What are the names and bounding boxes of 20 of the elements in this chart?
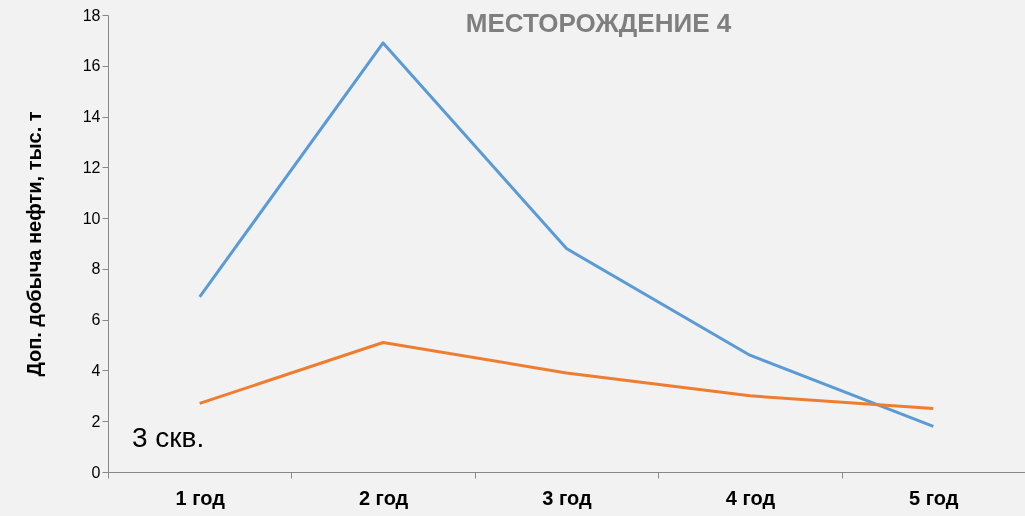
line-series bbox=[198, 341, 935, 411]
y-tick-label: 18 bbox=[82, 6, 101, 24]
x-tick-label: 2 год bbox=[358, 486, 409, 509]
x-tick-label: 4 год bbox=[725, 486, 776, 509]
y-tick-label: 8 bbox=[91, 260, 101, 278]
y-tick-label: 0 bbox=[91, 463, 101, 481]
y-tick-label: 12 bbox=[82, 158, 101, 176]
annotation: 3 скв. bbox=[132, 422, 205, 453]
y-tick-label: 14 bbox=[82, 108, 101, 126]
y-tick-label: 6 bbox=[91, 311, 101, 329]
y-axis-title: Доп. добыча нефти, тыс. т bbox=[22, 111, 45, 377]
x-tick-label: 5 год bbox=[909, 486, 959, 509]
y-tick-label: 2 bbox=[91, 412, 101, 430]
line-series bbox=[198, 41, 935, 428]
x-tick-label: 3 год bbox=[542, 486, 592, 509]
y-tick-label: 16 bbox=[82, 57, 101, 75]
y-tick-label: 4 bbox=[91, 361, 101, 379]
x-tick-label: 1 год bbox=[175, 486, 226, 509]
y-tick-label: 10 bbox=[82, 209, 101, 227]
chart-title: МЕСТОРОЖДЕНИЕ 4 bbox=[465, 8, 732, 38]
